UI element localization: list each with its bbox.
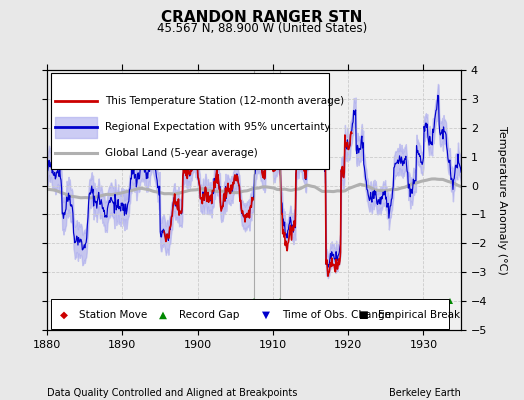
Text: 45.567 N, 88.900 W (United States): 45.567 N, 88.900 W (United States) [157,22,367,35]
Text: This Temperature Station (12-month average): This Temperature Station (12-month avera… [105,96,344,106]
FancyBboxPatch shape [51,73,329,169]
Text: Regional Expectation with 95% uncertainty: Regional Expectation with 95% uncertaint… [105,122,331,132]
Text: ■: ■ [357,310,367,320]
FancyBboxPatch shape [51,299,449,329]
Text: CRANDON RANGER STN: CRANDON RANGER STN [161,10,363,25]
Text: Time of Obs. Change: Time of Obs. Change [282,310,391,320]
Text: Empirical Break: Empirical Break [377,310,460,320]
Text: Berkeley Earth: Berkeley Earth [389,388,461,398]
Y-axis label: Temperature Anomaly (°C): Temperature Anomaly (°C) [497,126,507,274]
Text: ▲: ▲ [159,310,167,320]
Text: Data Quality Controlled and Aligned at Breakpoints: Data Quality Controlled and Aligned at B… [47,388,298,398]
Text: Global Land (5-year average): Global Land (5-year average) [105,148,258,158]
Text: Station Move: Station Move [80,310,148,320]
Text: Record Gap: Record Gap [179,310,239,320]
Text: ▼: ▼ [263,310,270,320]
Text: ◆: ◆ [60,310,68,320]
